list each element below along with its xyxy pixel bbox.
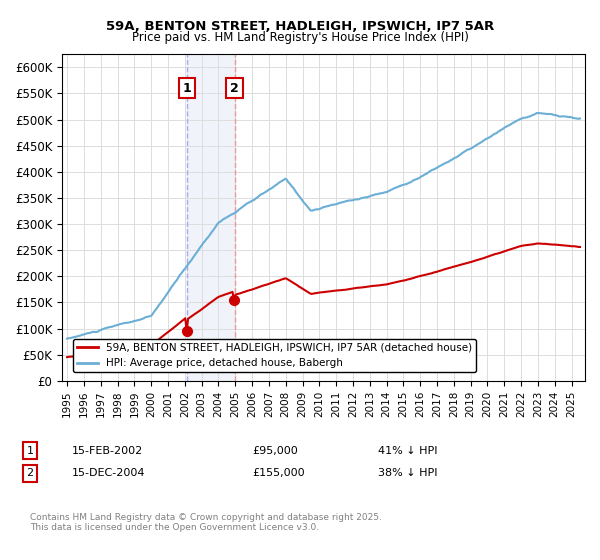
- Legend: 59A, BENTON STREET, HADLEIGH, IPSWICH, IP7 5AR (detached house), HPI: Average pr: 59A, BENTON STREET, HADLEIGH, IPSWICH, I…: [73, 339, 476, 372]
- Text: 2: 2: [26, 468, 34, 478]
- Text: 15-FEB-2002: 15-FEB-2002: [72, 446, 143, 456]
- Text: 38% ↓ HPI: 38% ↓ HPI: [378, 468, 437, 478]
- Text: 41% ↓ HPI: 41% ↓ HPI: [378, 446, 437, 456]
- Text: 2: 2: [230, 82, 239, 95]
- Text: 1: 1: [182, 82, 191, 95]
- Text: 15-DEC-2004: 15-DEC-2004: [72, 468, 146, 478]
- Text: Price paid vs. HM Land Registry's House Price Index (HPI): Price paid vs. HM Land Registry's House …: [131, 31, 469, 44]
- Text: 1: 1: [26, 446, 34, 456]
- Bar: [187, 54, 235, 381]
- Text: £155,000: £155,000: [252, 468, 305, 478]
- Text: 59A, BENTON STREET, HADLEIGH, IPSWICH, IP7 5AR: 59A, BENTON STREET, HADLEIGH, IPSWICH, I…: [106, 20, 494, 32]
- Text: £95,000: £95,000: [252, 446, 298, 456]
- Text: Contains HM Land Registry data © Crown copyright and database right 2025.
This d: Contains HM Land Registry data © Crown c…: [30, 512, 382, 532]
